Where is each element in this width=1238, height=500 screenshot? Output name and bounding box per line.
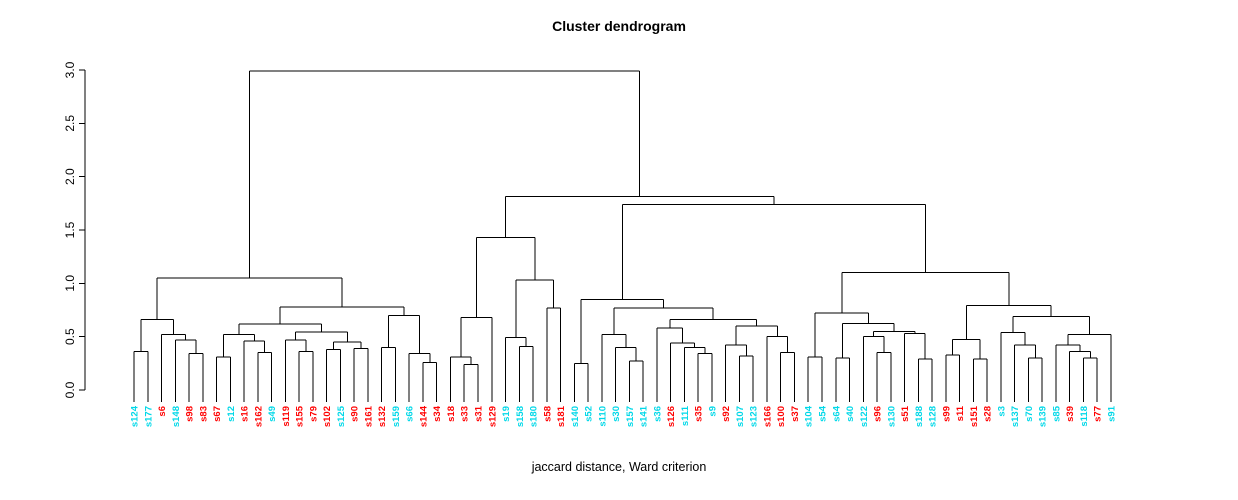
y-axis-tick-label: 1.5 — [63, 221, 77, 238]
leaf-label: s70 — [1024, 406, 1035, 422]
leaf-label: s102 — [322, 406, 333, 427]
leaf-label: s100 — [776, 406, 787, 427]
leaf-label: s79 — [308, 406, 319, 422]
leaf-label: s130 — [886, 406, 897, 427]
leaf-label: s148 — [171, 406, 182, 427]
leaf-label: s37 — [790, 406, 801, 422]
leaf-label: s151 — [969, 405, 980, 427]
leaf-label: s3 — [996, 406, 1007, 417]
leaf-label: s141 — [639, 405, 650, 427]
leaf-label: s90 — [350, 406, 361, 422]
leaf-label: s40 — [845, 406, 856, 422]
leaf-label: s52 — [584, 406, 595, 422]
leaf-label: s33 — [460, 406, 471, 422]
leaf-label: s181 — [556, 405, 567, 427]
leaf-label: s92 — [721, 406, 732, 422]
plot-title: Cluster dendrogram — [552, 18, 686, 34]
leaf-label: s16 — [240, 406, 251, 422]
leaf-label: s83 — [198, 406, 209, 422]
leaf-label: s9 — [707, 406, 718, 417]
x-axis-label: jaccard distance, Ward criterion — [531, 460, 707, 474]
y-axis-tick-label: 0.0 — [63, 381, 77, 398]
leaf-label: s58 — [542, 406, 553, 422]
y-axis-tick-label: 2.5 — [63, 115, 77, 132]
leaf-label: s111 — [680, 405, 691, 426]
leaf-label: s18 — [446, 406, 457, 422]
leaf-label: s30 — [611, 406, 622, 422]
leaf-label: s51 — [900, 405, 911, 422]
leaf-label: s177 — [143, 406, 154, 427]
leaf-label: s123 — [749, 406, 760, 427]
y-axis-tick-label: 2.0 — [63, 168, 77, 185]
leaf-label: s159 — [391, 406, 402, 427]
y-axis-tick-label: 3.0 — [63, 61, 77, 78]
leaf-label: s85 — [1051, 405, 1062, 422]
y-axis-tick-label: 0.5 — [63, 328, 77, 345]
leaf-label: s67 — [212, 406, 223, 422]
leaf-label: s132 — [377, 406, 388, 427]
leaf-label: s35 — [694, 405, 705, 422]
leaf-label: s107 — [735, 406, 746, 427]
leaf-label: s128 — [928, 406, 939, 427]
leaf-label: s6 — [157, 406, 168, 417]
leaf-label: s19 — [501, 406, 512, 422]
leaf-label: s118 — [1079, 406, 1090, 427]
leaf-label: s36 — [652, 406, 663, 422]
leaf-label: s140 — [570, 406, 581, 427]
leaf-label: s126 — [666, 406, 677, 427]
leaf-label: s98 — [185, 406, 196, 422]
leaf-label: s180 — [529, 406, 540, 427]
leaf-label: s144 — [418, 405, 429, 427]
leaf-label: s166 — [762, 406, 773, 427]
leaf-label: s77 — [1093, 406, 1104, 422]
leaf-label: s54 — [818, 405, 829, 422]
leaf-label: s125 — [336, 405, 347, 427]
leaf-label: s157 — [625, 406, 636, 427]
leaf-label: s91 — [1106, 405, 1117, 422]
leaf-label: s39 — [1065, 406, 1076, 422]
leaf-label: s49 — [267, 406, 278, 422]
leaf-label: s161 — [363, 405, 374, 427]
leaf-label: s139 — [1038, 406, 1049, 427]
leaf-label: s96 — [873, 406, 884, 422]
leaf-label: s162 — [253, 406, 264, 427]
leaf-label: s66 — [405, 406, 416, 422]
leaf-label: s34 — [432, 405, 443, 422]
leaf-label: s188 — [914, 406, 925, 427]
leaf-label: s137 — [1010, 406, 1021, 427]
leaf-label: s122 — [859, 406, 870, 427]
leaf-label: s158 — [515, 406, 526, 427]
leaf-label: s99 — [941, 406, 952, 422]
leaf-label: s129 — [487, 406, 498, 427]
leaf-label: s28 — [983, 406, 994, 422]
y-axis-tick-label: 1.0 — [63, 275, 77, 292]
leaf-label: s31 — [474, 405, 485, 422]
leaf-label: s119 — [281, 406, 292, 427]
leaf-label: s110 — [597, 406, 608, 427]
leaf-label: s11 — [955, 405, 966, 421]
leaf-label: s155 — [295, 405, 306, 427]
leaf-label: s12 — [226, 406, 237, 422]
leaf-label: s104 — [804, 405, 815, 427]
leaf-label: s124 — [130, 405, 141, 427]
leaf-label: s64 — [831, 405, 842, 422]
